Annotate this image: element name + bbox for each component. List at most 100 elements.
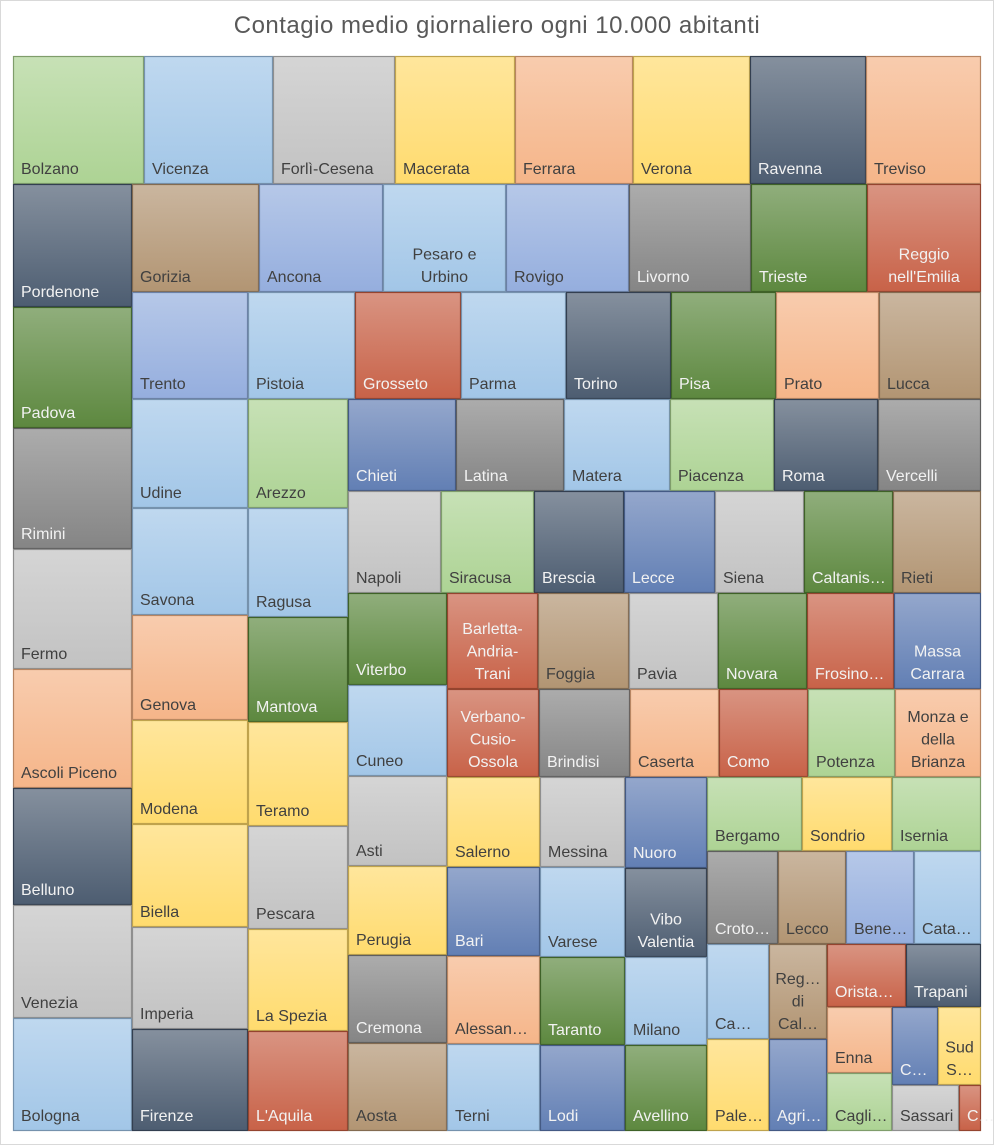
treemap-cell: Vibo Valentia [624,867,708,958]
cell-label: Vibo Valentia [638,912,695,952]
cell-label: Bari [455,933,483,950]
cell-label: Latina [464,468,508,485]
treemap-rect [775,291,880,400]
treemap-rect [247,291,356,400]
treemap-rect [12,427,133,550]
treemap-rect [537,592,630,690]
treemap-rect [717,592,808,690]
treemap-cell: Pavia [628,592,719,690]
treemap-cell: Messina [539,776,626,868]
treemap-rect [706,943,770,1040]
cell-label: Forlì-Cesena [281,161,374,178]
cell-label: Agri… [777,1108,821,1125]
treemap-rect [718,688,809,778]
treemap-rect [670,291,777,400]
treemap-cell: Massa Carrara [893,592,982,690]
treemap-cell: Como [718,688,809,778]
treemap-rect [247,825,349,930]
treemap-rect [131,183,260,293]
treemap-rect [623,490,716,594]
cell-label: Lecce [632,570,675,587]
treemap-rect [624,956,708,1046]
treemap-cell: Verona [632,55,751,185]
treemap-rect [750,183,868,293]
cell-label: Firenze [140,1108,193,1125]
cell-label: Matera [572,468,622,485]
treemap-rect [865,55,982,185]
cell-label: Viterbo [356,662,407,679]
cell-label: Rovigo [514,269,564,286]
cell-label: Livorno [637,269,690,286]
cell-label: Bologna [21,1108,80,1125]
treemap-rect [628,592,719,690]
cell-label: Chieti [356,468,397,485]
treemap-rect [539,776,626,868]
treemap-rect [878,291,982,400]
treemap-cell: Bergamo [706,776,803,852]
cell-label: Milano [633,1022,680,1039]
cell-label: Udine [140,485,182,502]
treemap-cell: Lodi [539,1044,626,1132]
cell-label: Napoli [356,570,401,587]
treemap-cell: Nuoro [624,776,708,869]
treemap-cell: Cremona [347,954,448,1044]
treemap-rect [669,398,775,492]
treemap-cell: Torino [565,291,672,400]
treemap-cell: Firenze [131,1028,249,1132]
treemap-cell: Cagli… [826,1072,893,1132]
cell-label: Trieste [759,269,807,286]
treemap-cell: Lecco [777,850,847,945]
treemap-cell: Enna [826,1006,893,1074]
cell-label: Bene… [854,921,907,938]
treemap-rect [629,688,720,778]
treemap-rect [803,490,894,594]
cell-label: Ancona [267,269,321,286]
cell-label: Savona [140,592,194,609]
treemap-rect [440,490,535,594]
cell-label: Sud S… [945,1040,973,1080]
cell-label: Padova [21,405,75,422]
cell-label: Rieti [901,570,933,587]
cell-label: Reg… di Cal… [775,971,820,1033]
treemap-rect [624,776,708,869]
treemap-cell: Livorno [628,183,752,293]
treemap-rect [913,850,982,945]
treemap-rect [777,850,847,945]
cell-label: Frosino… [815,666,884,683]
cell-label: Belluno [21,882,74,899]
treemap-rect [347,592,448,686]
treemap-cell: Venezia [12,904,133,1019]
treemap-rect [446,866,541,957]
treemap-cell: Vercelli [877,398,982,492]
treemap-cell: Potenza [807,688,896,778]
cell-label: Nuoro [633,845,677,862]
treemap-cell: Pescara [247,825,349,930]
treemap-cell: Ancona [258,183,384,293]
treemap-cell: Mantova [247,616,349,723]
cell-label: Aosta [356,1108,397,1125]
treemap-rect [446,592,539,690]
treemap-cell: Pesaro e Urbino [382,183,507,293]
treemap-rect [539,956,626,1046]
cell-label: Trento [140,376,186,393]
cell-label: Avellino [633,1108,689,1125]
treemap-cell: Savona [131,507,249,616]
treemap-cell: Treviso [865,55,982,185]
cell-label: C… [967,1108,994,1125]
treemap-cell: Avellino [624,1044,708,1132]
treemap-rect [382,183,507,293]
treemap-cell: Chieti [347,398,457,492]
treemap-rect [131,926,249,1030]
cell-label: Bolzano [21,161,79,178]
treemap-rect [892,490,982,594]
treemap-rect [706,776,803,852]
treemap-rect [272,55,396,185]
treemap-rect [143,55,274,185]
chart-title: Contagio medio giornaliero ogni 10.000 a… [233,12,761,39]
treemap-cell: Agri… [768,1038,828,1132]
treemap-rect [131,1028,249,1132]
treemap-cell: Imperia [131,926,249,1030]
cell-label: La Spezia [256,1008,327,1025]
treemap-rect [354,291,462,400]
treemap-rect [247,507,349,618]
